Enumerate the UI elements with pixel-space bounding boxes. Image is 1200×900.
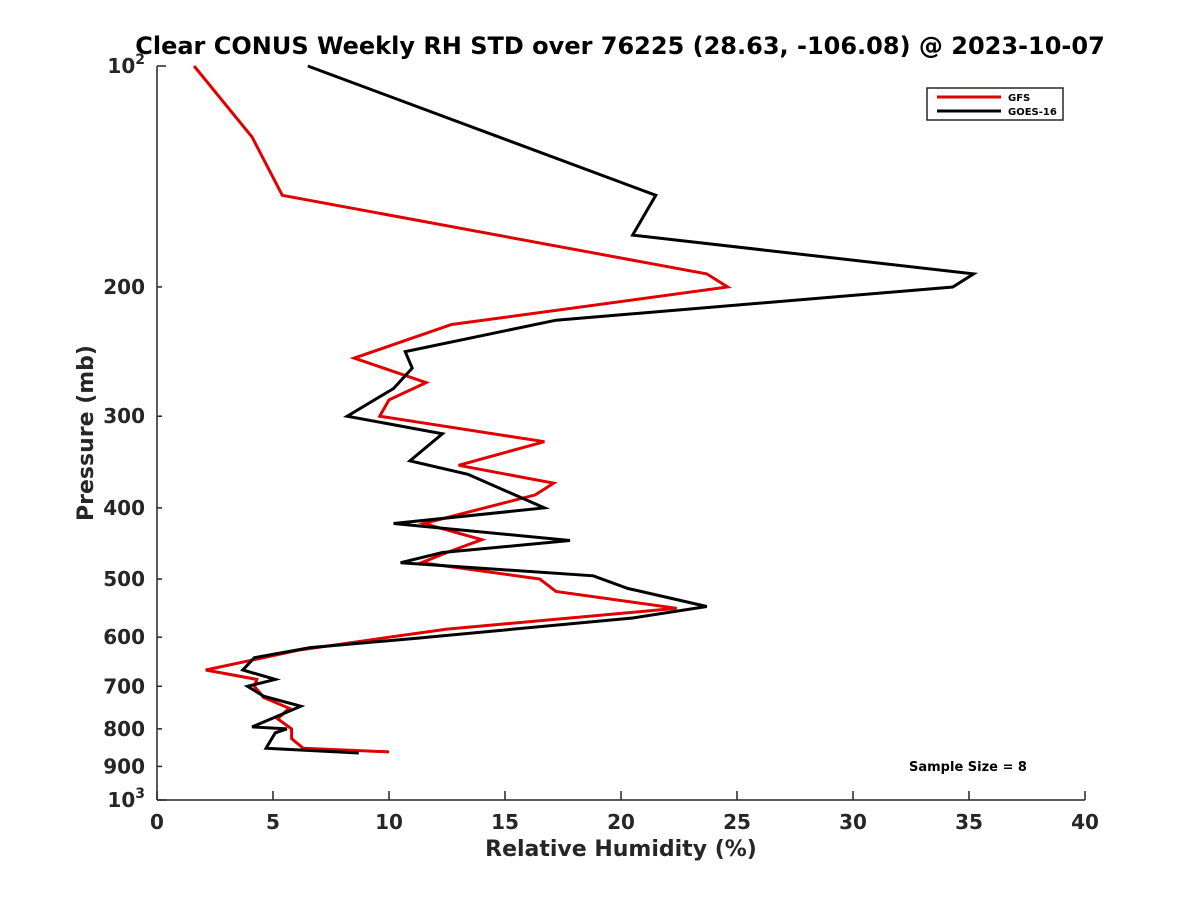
y-tick-label-base: 400 [103, 496, 145, 520]
y-tick-label: 600 [103, 625, 145, 649]
y-tick-label-base: 600 [103, 625, 145, 649]
legend-box [926, 87, 1064, 121]
chart-title: Clear CONUS Weekly RH STD over 76225 (28… [135, 32, 1105, 60]
y-tick-label: 700 [103, 674, 145, 698]
y-tick-label-base: 800 [103, 717, 145, 741]
x-tick-label: 35 [955, 810, 983, 834]
y-tick-label-base: 200 [103, 275, 145, 299]
legend-label: GOES-16 [1008, 107, 1057, 118]
series-line-goes-16 [240, 64, 979, 755]
y-tick-label-base: 700 [103, 674, 145, 698]
series-layer [192, 64, 979, 755]
x-tick-label: 25 [723, 810, 751, 834]
y-tick-label: 103 [107, 786, 145, 812]
y-tick-label: 102 [107, 52, 145, 78]
y-tick-label-base: 10 [107, 54, 135, 78]
y-tick-label-exponent: 2 [135, 52, 145, 68]
y-tick-label: 500 [103, 567, 145, 591]
legend-label: GFS [1008, 93, 1030, 104]
x-tick-label: 15 [491, 810, 519, 834]
x-tick-label: 40 [1071, 810, 1099, 834]
y-tick-label-base: 900 [103, 754, 145, 778]
y-axis-label: Pressure (mb) [74, 345, 99, 521]
x-tick-label: 5 [266, 810, 280, 834]
x-tick-label: 0 [150, 810, 164, 834]
y-tick-label: 900 [103, 754, 145, 778]
sample-size-annotation: Sample Size = 8 [909, 760, 1027, 775]
x-tick-label: 20 [607, 810, 635, 834]
legend: GFS GOES-16 [926, 87, 1064, 121]
series-line-gfs [192, 65, 733, 754]
y-tick-label: 300 [103, 404, 145, 428]
y-tick-label-base: 300 [103, 404, 145, 428]
y-tick-label: 400 [103, 496, 145, 520]
x-tick-label: 30 [839, 810, 867, 834]
y-tick-label-exponent: 3 [135, 786, 145, 802]
x-axis-label: Relative Humidity (%) [485, 837, 757, 862]
x-tick-label: 10 [375, 810, 403, 834]
y-tick-label: 800 [103, 717, 145, 741]
axes: 0 5 10 15 20 25 30 35 40102200300400500600700800… [103, 52, 1099, 834]
y-tick-label-base: 10 [107, 788, 135, 812]
y-tick-label-base: 500 [103, 567, 145, 591]
y-tick-label: 200 [103, 275, 145, 299]
